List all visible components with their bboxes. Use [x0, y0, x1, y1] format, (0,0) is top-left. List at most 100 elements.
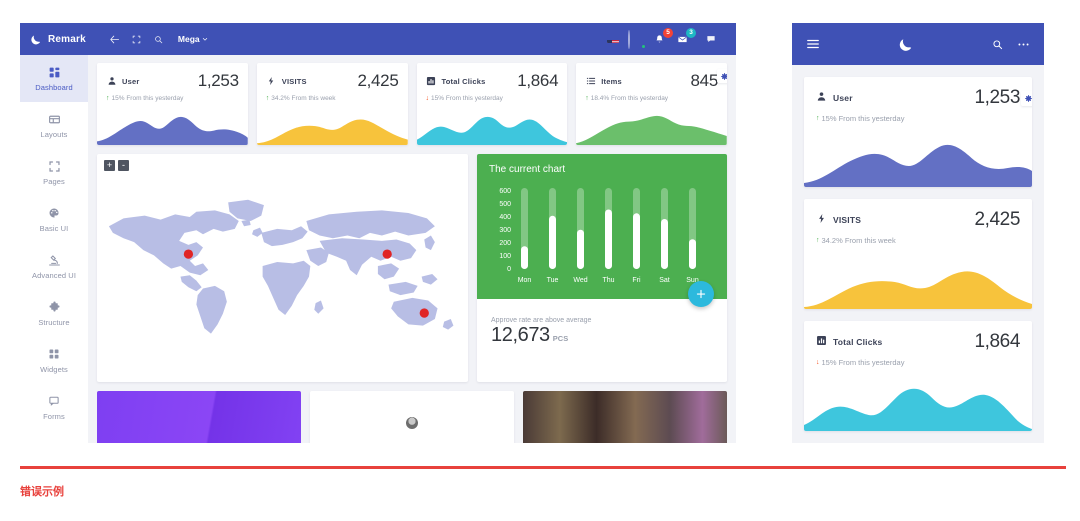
world-map-svg	[108, 199, 454, 334]
sparkline-visits	[256, 109, 408, 145]
mobile-card-delta-text: 15% From this yesterday	[821, 358, 905, 367]
stat-card-delta-text: 15% From this yesterday	[111, 95, 184, 102]
stat-card-name: Total Clicks	[441, 76, 486, 86]
xtick-sun: Sun	[686, 277, 699, 284]
dashboard-icon	[48, 65, 61, 79]
arrow-up-icon: ↑	[106, 95, 110, 102]
current-chart-card[interactable]: The current chart 600 500 400 300 200	[477, 154, 727, 382]
moon-icon	[30, 33, 43, 46]
pages-icon	[48, 159, 61, 173]
stat-card-total-clicks[interactable]: Total Clicks 1,864 ↓ 15% From this yeste…	[416, 63, 568, 145]
sidebar-label: Dashboard	[35, 83, 73, 92]
ytick-0: 0	[507, 266, 511, 273]
stat-card-value: 845	[690, 71, 719, 90]
approve-rate-label: Approve rate are above average	[491, 317, 592, 324]
mobile-card-total-clicks[interactable]: Total Clicks 1,864 ↓ 15% From this yeste…	[804, 321, 1032, 431]
map-pin-north-america	[183, 249, 194, 259]
chevron-down-icon	[202, 34, 208, 44]
sidebar-item-widgets[interactable]: Widgets	[20, 337, 88, 384]
mobile-card-value: 1,253	[974, 87, 1020, 108]
bell-badge: 5	[663, 28, 673, 38]
sidebar-item-dashboard[interactable]: Dashboard	[20, 55, 88, 102]
fullscreen-icon[interactable]	[126, 28, 148, 50]
ytick-500: 500	[499, 201, 511, 208]
desktop-body: Dashboard Layouts Pages	[20, 55, 736, 443]
sparkline-items	[576, 109, 727, 145]
sidebar-item-basic-ui[interactable]: Basic UI	[20, 196, 88, 243]
stat-card-user[interactable]: User 1,253 ↑ 15% From this yesterday	[97, 63, 248, 145]
minus-icon[interactable]: -	[118, 160, 129, 171]
mobile-card-visits[interactable]: VISITS 2,425 ↑ 34.2% From this week	[804, 199, 1032, 309]
chat-icon[interactable]	[700, 28, 722, 50]
bar-chart: 600 500 400 300 200 100 0	[489, 183, 715, 287]
arrow-up-icon: ↑	[265, 95, 270, 102]
stat-card-name: Items	[601, 76, 622, 86]
us-flag-icon[interactable]	[607, 35, 619, 43]
brand-name: Remark	[48, 33, 86, 45]
bar-fri	[633, 213, 640, 269]
plus-icon[interactable]: +	[104, 160, 115, 171]
stat-card-delta-text: 18.4% From this yesterday	[590, 95, 669, 102]
bar-thu	[605, 209, 612, 269]
sidebar-item-advanced-ui[interactable]: Advanced UI	[20, 243, 88, 290]
xtick-tue: Tue	[547, 277, 559, 284]
navbar-actions: 5 3	[607, 28, 726, 50]
hamburger-icon[interactable]	[806, 37, 820, 51]
stat-card-name: User	[122, 76, 140, 86]
stat-card-value: 2,425	[357, 71, 399, 90]
mobile-card-delta-text: 15% From this yesterday	[821, 114, 905, 123]
approve-rate-value: 12,673	[491, 324, 550, 346]
stat-card-items[interactable]: Items 845 ↑ 18.4% From this yesterday	[576, 63, 727, 145]
footer-divider	[20, 466, 1066, 469]
stat-card-value: 1,864	[517, 71, 559, 90]
sidebar-label: Forms	[43, 412, 65, 421]
sidebar-item-structure[interactable]: Structure	[20, 290, 88, 337]
stat-card-delta: ↑ 18.4% From this yesterday	[585, 95, 718, 102]
sidebar-item-pages[interactable]: Pages	[20, 149, 88, 196]
gear-icon[interactable]	[717, 69, 727, 83]
user-icon	[106, 76, 117, 87]
purple-banner-card[interactable]	[97, 391, 301, 443]
mobile-card-delta: ↑ 34.2% From this week	[816, 236, 1020, 245]
mobile-navbar	[792, 23, 1044, 65]
photo-card[interactable]	[523, 391, 727, 443]
mobile-card-name: Total Clicks	[833, 337, 883, 347]
ellipsis-icon[interactable]	[1017, 38, 1030, 51]
search-icon[interactable]	[992, 39, 1003, 50]
approve-rate-row: 12,673 PCS	[491, 324, 713, 347]
bell-icon[interactable]: 5	[654, 28, 673, 46]
sidebar-item-forms[interactable]: Forms	[20, 384, 88, 431]
layouts-icon	[48, 112, 61, 126]
white-avatar-card[interactable]	[310, 391, 514, 443]
plus-icon[interactable]	[688, 281, 714, 307]
xtick-fri: Fri	[632, 277, 641, 284]
sidebar-item-layouts[interactable]: Layouts	[20, 102, 88, 149]
avatar[interactable]	[628, 29, 646, 49]
world-map-card[interactable]: + -	[97, 154, 468, 382]
mega-menu[interactable]: Mega	[178, 34, 208, 44]
sidebar-item-tables[interactable]: Tables	[20, 431, 88, 443]
arrow-left-icon[interactable]	[104, 28, 126, 50]
widgets-icon	[48, 347, 60, 361]
sidebar-label: Basic UI	[39, 224, 69, 233]
table-icon	[48, 441, 60, 443]
sparkline-total-clicks	[804, 379, 1032, 431]
sparkline-visits	[804, 257, 1032, 309]
moon-icon[interactable]	[898, 36, 915, 53]
mobile-card-user[interactable]: User 1,253 ↑ 15% From this yesterday	[804, 77, 1032, 187]
sidebar: Dashboard Layouts Pages	[20, 55, 88, 443]
sidebar-label: Structure	[38, 318, 70, 327]
search-icon[interactable]	[148, 28, 170, 50]
desktop-dashboard-mock: Remark Mega	[20, 23, 736, 443]
barchart-icon	[816, 333, 827, 351]
stat-card-visits[interactable]: VISITS 2,425 ↑ 34.2% From this week	[256, 63, 408, 145]
bar-sun	[689, 239, 696, 269]
bolt-icon	[266, 76, 277, 87]
mail-icon[interactable]: 3	[677, 28, 696, 46]
brand[interactable]: Remark	[30, 33, 86, 46]
list-icon	[585, 76, 596, 87]
current-chart-panel: The current chart 600 500 400 300 200	[477, 154, 727, 299]
top-navbar: Remark Mega	[20, 23, 736, 55]
gear-icon[interactable]	[1021, 91, 1032, 106]
